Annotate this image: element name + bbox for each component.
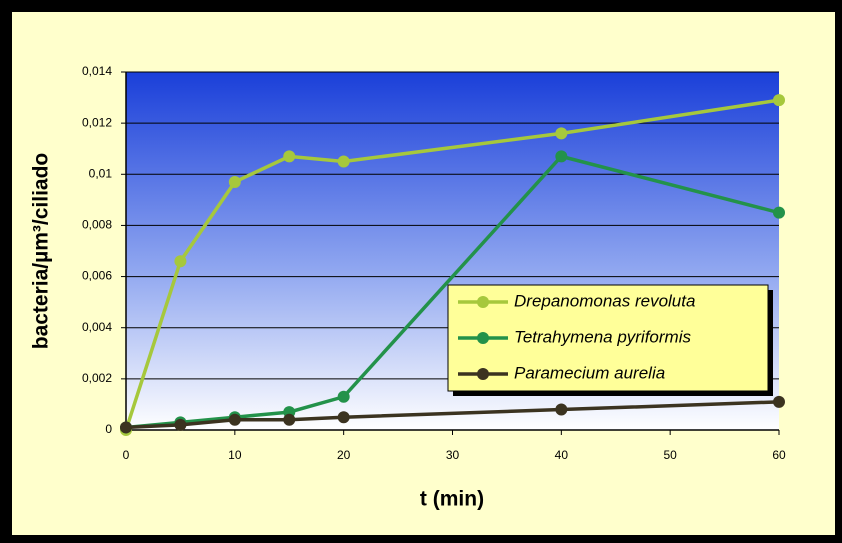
data-point: [337, 411, 350, 424]
y-tick-label: 0,01: [89, 166, 113, 180]
y-tick-label: 0: [105, 422, 112, 436]
data-point: [555, 127, 568, 140]
x-tick-label: 20: [337, 448, 351, 462]
y-tick-label: 0,004: [82, 320, 112, 334]
data-point: [773, 395, 785, 408]
y-tick-label: 0,014: [82, 64, 112, 78]
data-point: [174, 418, 187, 431]
data-point: [120, 421, 132, 434]
data-point: [555, 403, 568, 416]
x-axis-title: t (min): [420, 488, 484, 511]
x-tick-label: 0: [123, 448, 130, 462]
legend-marker: [477, 368, 489, 380]
data-point: [337, 390, 350, 403]
y-axis-title: bacteria/µm³/ciliado: [30, 153, 53, 350]
legend-label: Drepanomonas revoluta: [514, 291, 695, 310]
y-tick-label: 0,006: [82, 269, 112, 283]
data-point: [283, 150, 296, 163]
legend-marker: [477, 296, 489, 308]
data-point: [228, 413, 241, 426]
data-point: [228, 175, 241, 188]
y-tick-label: 0,002: [82, 371, 112, 385]
x-tick-label: 30: [446, 448, 460, 462]
data-point: [773, 206, 785, 219]
data-point: [555, 150, 568, 163]
data-point: [337, 155, 350, 168]
y-tick-label: 0,008: [82, 218, 112, 232]
data-point: [283, 413, 296, 426]
data-point: [773, 94, 785, 107]
legend-marker: [477, 332, 489, 344]
y-tick-label: 0,012: [82, 115, 112, 129]
x-tick-label: 10: [228, 448, 242, 462]
x-tick-label: 50: [663, 448, 677, 462]
x-tick-label: 60: [772, 448, 786, 462]
x-tick-label: 40: [555, 448, 569, 462]
legend-label: Tetrahymena pyriformis: [514, 327, 691, 346]
data-point: [174, 255, 187, 268]
legend-label: Paramecium aurelia: [514, 363, 665, 382]
